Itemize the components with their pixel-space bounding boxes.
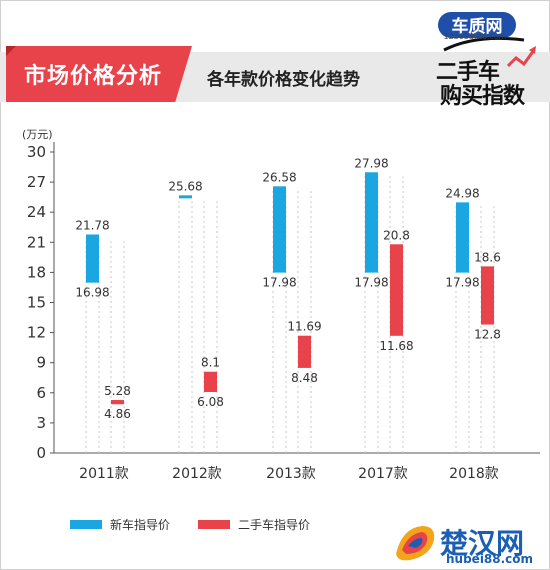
new-car-high-label: 27.98 (354, 156, 388, 170)
y-tick-label: 12 (27, 324, 46, 342)
used-car-high-label: 18.6 (474, 250, 501, 264)
y-tick-label: 27 (27, 173, 46, 191)
used-car-high-label: 20.8 (383, 228, 410, 242)
x-tick-label: 2011款 (79, 466, 129, 482)
new-car-bar (456, 202, 469, 273)
new-car-bar (179, 195, 192, 199)
new-car-low-label: 16.98 (75, 286, 109, 300)
brand-url: 12365auto.com (443, 32, 507, 41)
used-car-low-label: 4.86 (104, 407, 131, 421)
y-tick-label: 21 (27, 233, 46, 251)
watermark-logo-icon (396, 526, 435, 561)
y-tick-label: 3 (36, 414, 46, 432)
axis-layer: 0 3 6 9 12 15 18 21 24 27 30 (27, 142, 540, 462)
new-car-high-label: 25.68 (168, 179, 202, 193)
legend-label-new-car: 新车指导价 (110, 517, 171, 532)
used-car-low-label: 11.68 (379, 339, 413, 353)
title-tab (6, 46, 192, 102)
used-car-high-label: 11.69 (287, 320, 321, 334)
y-axis-unit: (万元) (22, 128, 53, 141)
used-car-high-label: 5.28 (104, 384, 131, 398)
legend-label-used-car: 二手车指导价 (238, 517, 311, 532)
y-tick-label: 24 (27, 203, 46, 221)
brand-swoosh (443, 36, 525, 52)
new-car-high-label: 21.78 (75, 218, 109, 232)
brand-line2: 购买指数 (440, 84, 525, 109)
watermark-url: hubei88.com (446, 552, 534, 566)
watermark-text: 楚汉网 (440, 527, 525, 560)
legend-swatch-new-car (70, 519, 102, 529)
used-car-low-label: 6.08 (197, 395, 224, 409)
range-bar-chart: 0 3 6 9 12 15 18 21 24 27 30 21.78 16.98 5.28 4.86 201… (27, 142, 540, 482)
x-tick-label: 2013款 (266, 466, 316, 482)
new-car-low-label: 17.98 (262, 276, 296, 290)
label-layer: 21.78 16.98 5.28 4.86 2011款 25.68 8.1 6.08 2012款… (75, 156, 501, 482)
y-tick-label: 0 (36, 444, 46, 462)
new-car-high-label: 26.58 (262, 170, 296, 184)
used-car-bar (111, 400, 124, 405)
y-tick-label: 15 (27, 294, 46, 312)
brand-logo: 车质网 (438, 12, 536, 68)
used-car-bar (390, 244, 403, 336)
y-tick-label: 6 (36, 384, 46, 402)
new-car-bar (365, 172, 378, 273)
used-car-bar (481, 266, 494, 325)
trend-arrow-icon (506, 49, 536, 68)
used-car-low-label: 12.8 (474, 328, 501, 342)
legend: 新车指导价 二手车指导价 (70, 514, 400, 534)
legend-swatch-used-car (198, 519, 230, 529)
y-tick-label: 9 (36, 354, 46, 372)
brand-logo-text: 车质网 (452, 16, 503, 37)
x-tick-label: 2017款 (358, 466, 408, 482)
new-car-bar (86, 234, 99, 283)
chart-title: 市场价格分析 (24, 64, 163, 89)
chart-subtitle: 各年款价格变化趋势 (207, 70, 360, 90)
new-car-low-label: 17.98 (445, 276, 479, 290)
used-car-high-label: 8.1 (201, 356, 220, 370)
legend-item-new-car: 新车指导价 (70, 514, 170, 534)
guide-layer (85, 176, 495, 453)
trend-arrow-head-icon (529, 46, 536, 54)
y-tick-label: 30 (27, 143, 46, 161)
brand-logo-badge (438, 12, 516, 38)
legend-item-used-car: 二手车指导价 (198, 514, 310, 534)
used-car-bar (298, 335, 311, 368)
used-car-bar (204, 371, 217, 392)
brand-line1: 二手车 (436, 60, 500, 85)
new-car-low-label: 17.98 (354, 276, 388, 290)
new-car-bar (273, 186, 286, 273)
bar-layer (86, 172, 494, 405)
new-car-high-label: 24.98 (445, 186, 479, 200)
used-car-low-label: 8.48 (291, 371, 318, 385)
x-tick-label: 2018款 (449, 466, 499, 482)
x-tick-label: 2012款 (172, 466, 222, 482)
y-tick-label: 18 (27, 263, 46, 281)
